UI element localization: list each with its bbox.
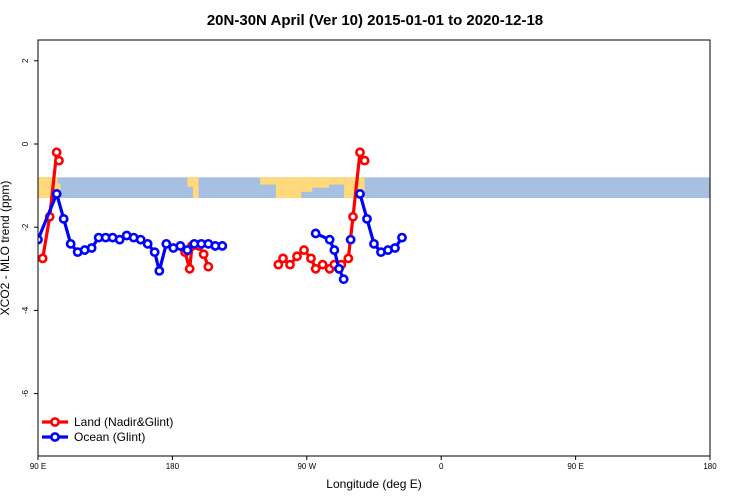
series-ocean bbox=[38, 189, 407, 285]
legend: Land (Nadir&Glint)Ocean (Glint) bbox=[42, 415, 173, 444]
y-tick-label: 0 bbox=[21, 141, 30, 146]
map-band bbox=[38, 177, 710, 199]
data-point bbox=[58, 213, 69, 224]
legend-label: Ocean (Glint) bbox=[74, 430, 145, 444]
y-tick-label: 2 bbox=[21, 58, 30, 63]
x-axis-label: Longitude (deg E) bbox=[326, 477, 421, 491]
data-point bbox=[114, 234, 125, 245]
series-line bbox=[277, 150, 367, 271]
data-point bbox=[299, 245, 309, 255]
data-point bbox=[142, 238, 153, 249]
legend-item: Ocean (Glint) bbox=[42, 430, 145, 444]
data-point bbox=[217, 241, 228, 251]
y-tick-label: -2 bbox=[21, 223, 30, 231]
data-point bbox=[184, 263, 195, 274]
series-layer bbox=[38, 147, 407, 285]
map-land-patch bbox=[260, 177, 276, 185]
map-land-patch bbox=[192, 177, 199, 199]
map-band-ocean bbox=[38, 177, 710, 199]
data-point bbox=[154, 265, 165, 276]
data-point bbox=[51, 189, 62, 199]
map-land-patch bbox=[312, 177, 330, 188]
series-land bbox=[38, 147, 370, 274]
chart-title: 20N-30N April (Ver 10) 2015-01-01 to 202… bbox=[207, 12, 543, 29]
data-point bbox=[324, 234, 335, 245]
data-point bbox=[306, 253, 316, 264]
data-point bbox=[285, 259, 295, 270]
legend-marker bbox=[50, 432, 60, 442]
x-tick-label: 0 bbox=[439, 462, 444, 471]
data-point bbox=[38, 253, 48, 264]
data-point bbox=[369, 238, 379, 249]
data-point bbox=[54, 155, 64, 166]
data-point bbox=[310, 228, 321, 239]
x-tick-label: 180 bbox=[166, 462, 180, 471]
data-point bbox=[161, 238, 172, 249]
map-land-patch bbox=[187, 177, 193, 187]
y-tick-label: -4 bbox=[21, 306, 30, 314]
data-point bbox=[338, 274, 349, 285]
x-axis: 90 E 180 90 W 0 90 E 180 bbox=[30, 456, 717, 471]
data-point bbox=[355, 189, 365, 199]
map-land-patch bbox=[38, 177, 50, 199]
data-point bbox=[135, 234, 146, 245]
data-point bbox=[345, 234, 356, 245]
data-point bbox=[355, 147, 365, 158]
legend-label: Land (Nadir&Glint) bbox=[74, 415, 173, 429]
x-tick-label: 90 W bbox=[297, 462, 316, 471]
legend-marker bbox=[50, 417, 60, 427]
data-point bbox=[348, 211, 358, 222]
data-point bbox=[334, 263, 344, 274]
map-land-patch bbox=[329, 177, 345, 185]
data-point bbox=[317, 259, 328, 270]
data-point bbox=[292, 251, 302, 262]
data-point bbox=[51, 147, 62, 158]
data-point bbox=[149, 247, 160, 258]
data-point bbox=[362, 213, 372, 224]
data-point bbox=[198, 249, 209, 260]
data-point bbox=[203, 261, 214, 272]
x-tick-label: 180 bbox=[703, 462, 717, 471]
data-point bbox=[273, 259, 284, 270]
x-tick-label: 90 E bbox=[567, 462, 583, 471]
x-tick-label: 90 E bbox=[30, 462, 46, 471]
data-point bbox=[343, 253, 354, 264]
data-point bbox=[329, 245, 340, 255]
y-axis: 2 0 -2 -4 -6 bbox=[21, 58, 38, 397]
y-tick-label: -6 bbox=[21, 389, 30, 397]
data-point bbox=[390, 243, 400, 253]
data-point bbox=[86, 243, 97, 253]
map-land-patch bbox=[276, 177, 302, 199]
data-point bbox=[182, 245, 193, 255]
data-point bbox=[397, 232, 407, 243]
data-point bbox=[310, 263, 321, 274]
data-point bbox=[65, 238, 76, 249]
data-point bbox=[175, 241, 186, 251]
legend-item: Land (Nadir&Glint) bbox=[42, 415, 173, 429]
data-point bbox=[359, 155, 370, 166]
plot-frame bbox=[37, 39, 711, 457]
map-land-patch bbox=[301, 177, 313, 192]
data-point bbox=[278, 253, 288, 264]
y-axis-label: XCO2 - MLO trend (ppm) bbox=[0, 181, 12, 316]
